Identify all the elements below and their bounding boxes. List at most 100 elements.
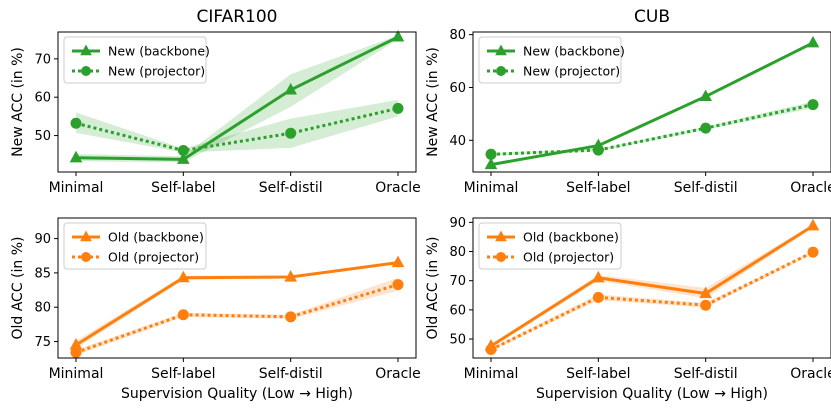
- axes-frame: [472, 31, 831, 173]
- legend-label: Old (backbone): [108, 230, 204, 245]
- series-line-backbone: [490, 41, 814, 167]
- series-line-projector: [75, 106, 399, 153]
- data-point-circle: [592, 291, 604, 303]
- legend-label: New (projector): [523, 64, 620, 79]
- legend-label: Old (backbone): [523, 230, 619, 245]
- legend-label: New (backbone): [108, 44, 210, 59]
- chart-cifar-old: 75 80 85 90 Minimal Self-label Self-distil Orac…: [10, 217, 421, 402]
- data-point-circle: [807, 246, 819, 258]
- x-tick-label: Oracle: [375, 366, 421, 382]
- data-point-triangle: [806, 218, 820, 231]
- y-tick-label: 40: [449, 134, 466, 149]
- data-point-triangle: [699, 286, 712, 299]
- legend: Old (backbone) Old (projector): [63, 222, 207, 270]
- legend-box: [63, 36, 207, 84]
- y-tick-label: 60: [34, 91, 51, 106]
- data-point-circle: [807, 99, 819, 111]
- data-point-circle: [392, 279, 404, 291]
- axes-frame: [472, 217, 831, 359]
- confidence-band-projector: [76, 277, 398, 356]
- legend-box: [478, 222, 622, 270]
- y-tick-label: 70: [449, 274, 466, 289]
- data-point-triangle: [284, 270, 297, 282]
- data-point-circle: [485, 344, 497, 356]
- legend-marker-circle: [496, 252, 506, 262]
- legend-marker-triangle: [80, 44, 92, 56]
- legend-label: New (projector): [108, 64, 205, 79]
- data-point-circle: [700, 299, 712, 311]
- y-tick-label: 80: [449, 28, 466, 43]
- series-line-projector: [75, 283, 399, 354]
- data-point-circle: [70, 347, 82, 359]
- legend-marker-triangle: [495, 44, 507, 56]
- data-point-triangle: [177, 270, 190, 283]
- legend-label: Old (projector): [523, 250, 614, 265]
- x-tick-label: Self-label: [151, 180, 215, 196]
- y-axis-label: New ACC (in %): [10, 47, 26, 157]
- confidence-band-projector: [491, 101, 813, 156]
- data-point-triangle: [284, 82, 297, 95]
- data-point-triangle: [391, 255, 405, 268]
- data-point-triangle: [391, 29, 405, 42]
- legend-marker-circle: [81, 252, 91, 262]
- data-point-triangle: [592, 270, 605, 283]
- confidence-band-backbone: [76, 35, 398, 163]
- y-tick-label: 75: [34, 335, 51, 350]
- y-tick-label: 85: [34, 266, 51, 281]
- axes-frame: [57, 31, 417, 173]
- y-tick-label: 50: [449, 333, 466, 348]
- chart-cifar-new: CIFAR100 50 60 70 Minimal Self-label Self-dist…: [10, 7, 421, 196]
- legend-marker-triangle: [495, 230, 507, 242]
- legend-marker-triangle: [80, 230, 92, 242]
- x-axis-label: Supervision Quality (Low → High): [121, 386, 353, 402]
- series-line-projector: [490, 103, 814, 156]
- legend-label: New (backbone): [523, 44, 625, 59]
- y-tick-label: 80: [34, 301, 51, 316]
- axes-frame: [57, 217, 417, 359]
- y-tick-label: 90: [34, 232, 51, 247]
- y-axis-label: Old ACC (in %): [10, 236, 26, 339]
- x-tick-label: Self-distil: [674, 366, 738, 382]
- x-tick-label: Oracle: [790, 366, 831, 382]
- y-axis-label: Old ACC (in %): [425, 236, 441, 339]
- y-axis-label: New ACC (in %): [425, 47, 441, 157]
- legend: New (backbone) New (projector): [478, 36, 625, 84]
- data-point-triangle: [699, 89, 712, 102]
- data-point-triangle: [806, 35, 820, 48]
- legend-marker-circle: [81, 66, 91, 76]
- series-line-backbone: [75, 261, 399, 347]
- x-tick-label: Self-distil: [259, 366, 323, 382]
- legend-label: Old (projector): [108, 250, 199, 265]
- x-tick-label: Minimal: [464, 180, 519, 196]
- series-line-backbone: [75, 35, 399, 161]
- x-tick-label: Self-distil: [674, 180, 738, 196]
- x-tick-label: Oracle: [375, 180, 421, 196]
- series-line-backbone: [490, 224, 814, 348]
- chart-cub-new: CUB 40 60 80 Minimal Self-label Self-distil Ora…: [425, 7, 831, 196]
- x-tick-label: Self-label: [151, 366, 215, 382]
- y-tick-label: 50: [34, 129, 51, 144]
- legend-box: [63, 222, 207, 270]
- data-point-circle: [285, 127, 297, 139]
- y-tick-label: 70: [34, 52, 51, 67]
- x-tick-label: Self-label: [566, 366, 630, 382]
- chart-cub-old: 50 60 70 80 90 Minimal Self-label Self-distil Or…: [425, 216, 831, 402]
- data-point-circle: [285, 311, 297, 323]
- data-point-triangle: [69, 150, 83, 163]
- confidence-band-projector: [491, 250, 813, 351]
- data-point-circle: [392, 102, 404, 114]
- legend-box: [478, 36, 622, 84]
- x-tick-label: Self-label: [566, 180, 630, 196]
- x-tick-label: Minimal: [464, 366, 519, 382]
- x-tick-label: Self-distil: [259, 180, 323, 196]
- legend: New (backbone) New (projector): [63, 36, 210, 84]
- data-point-circle: [485, 148, 497, 160]
- x-axis-label: Supervision Quality (Low → High): [536, 386, 768, 402]
- y-tick-label: 60: [449, 81, 466, 96]
- data-point-triangle: [69, 337, 83, 350]
- data-point-circle: [70, 117, 82, 129]
- data-point-triangle: [484, 157, 498, 170]
- data-point-circle: [177, 309, 189, 321]
- x-tick-label: Oracle: [790, 180, 831, 196]
